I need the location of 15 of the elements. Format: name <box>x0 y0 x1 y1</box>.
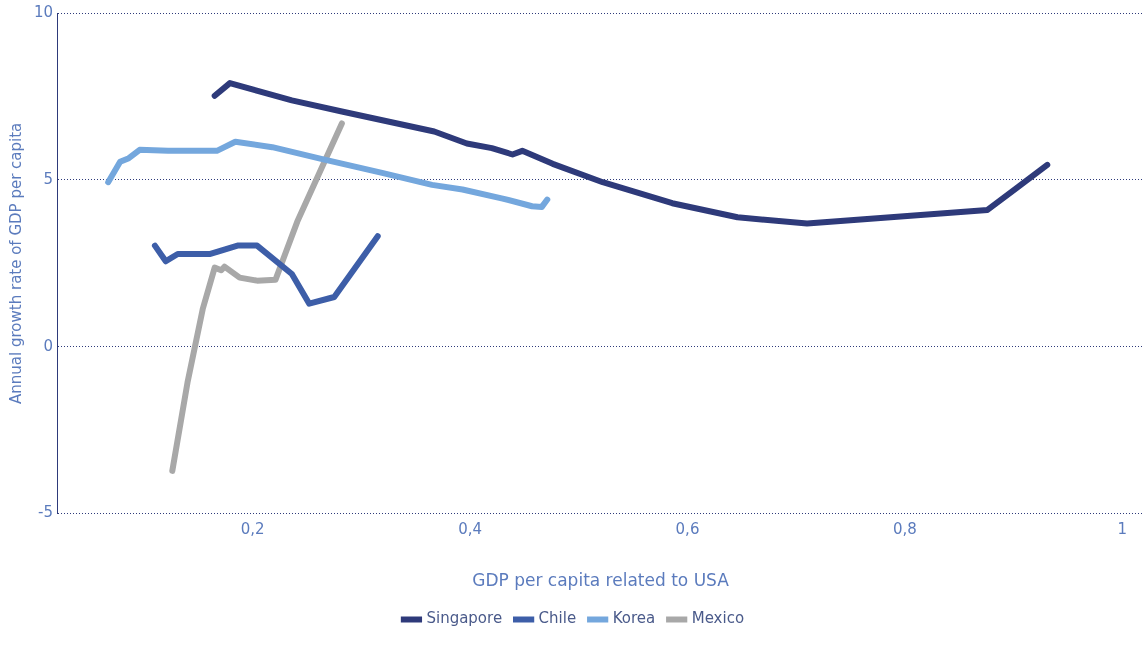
x-tick-label: 0,6 <box>675 520 700 539</box>
legend-label: Korea <box>612 609 656 628</box>
y-axis-title: Annual growth rate of GDP per capita <box>6 122 25 404</box>
x-tick-label: 0,2 <box>240 520 265 539</box>
y-tick-label: 0 <box>43 336 54 355</box>
x-tick-label: 0,8 <box>892 520 917 539</box>
legend-label: Chile <box>538 609 577 628</box>
legend-label: Mexico <box>691 609 745 628</box>
y-tick-label: 5 <box>43 169 54 188</box>
legend-label: Singapore <box>426 609 503 628</box>
x-tick-label: 0,4 <box>458 520 483 539</box>
y-tick-label: 10 <box>33 2 54 21</box>
x-axis-title: GDP per capita related to USA <box>472 570 730 591</box>
x-tick-label: 1 <box>1117 520 1128 539</box>
y-tick-label: -5 <box>38 503 54 522</box>
